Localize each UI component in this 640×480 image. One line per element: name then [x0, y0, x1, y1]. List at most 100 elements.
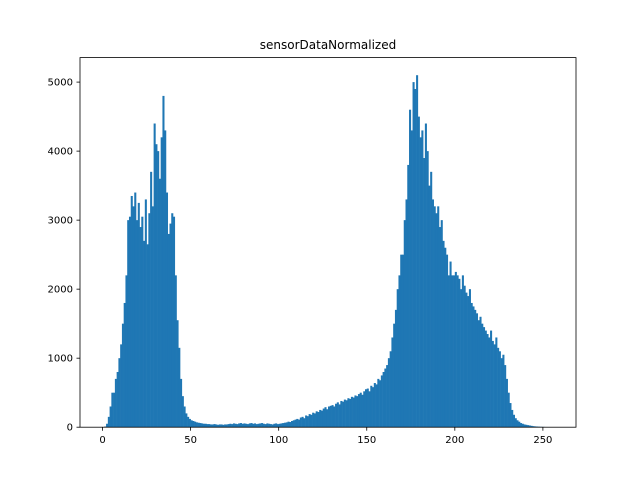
bar	[479, 316, 482, 428]
bar	[227, 424, 230, 428]
bar	[345, 400, 348, 428]
bar	[257, 423, 260, 428]
bar	[525, 424, 528, 428]
bar	[387, 358, 390, 428]
bar	[534, 426, 537, 428]
bar	[340, 400, 343, 428]
bar	[424, 123, 427, 428]
y-tick-label: 2000	[48, 285, 73, 296]
x-tick-label: 200	[445, 435, 464, 446]
bar	[331, 405, 334, 428]
bar	[514, 418, 517, 428]
bar	[347, 398, 350, 428]
bar	[180, 378, 183, 428]
bar	[222, 424, 225, 428]
bar	[144, 199, 147, 428]
bar	[185, 413, 188, 428]
bar	[107, 416, 110, 428]
bar	[111, 392, 114, 428]
bar	[516, 420, 519, 428]
bar	[195, 422, 198, 428]
x-tick-label: 250	[533, 435, 552, 446]
bar	[447, 275, 450, 428]
bar	[435, 213, 438, 428]
bar	[504, 365, 507, 428]
bar	[465, 292, 468, 428]
bar	[453, 275, 456, 428]
bar	[106, 423, 109, 428]
bar	[446, 254, 449, 428]
x-tick-label: 50	[184, 435, 197, 446]
bar	[430, 171, 433, 428]
bar	[500, 358, 503, 428]
bar	[421, 130, 424, 428]
bar	[428, 185, 431, 428]
bar	[116, 371, 119, 428]
bar	[239, 423, 242, 428]
bar	[326, 409, 329, 428]
bar	[238, 423, 241, 428]
bar	[401, 254, 405, 428]
bar	[410, 130, 413, 428]
bar	[407, 164, 410, 428]
x-tick-label: 100	[269, 435, 288, 446]
bar	[412, 82, 415, 428]
bar	[368, 391, 371, 428]
y-tick-label: 0	[67, 423, 73, 434]
bar	[391, 337, 394, 428]
bar	[440, 220, 443, 428]
bar	[158, 178, 161, 428]
bar	[292, 420, 295, 428]
bar	[204, 423, 207, 428]
bar	[261, 423, 264, 428]
bar	[109, 406, 112, 428]
bar	[460, 289, 463, 428]
bar	[377, 378, 380, 428]
bar	[442, 240, 445, 428]
bar	[518, 421, 521, 428]
bar	[234, 423, 237, 428]
bar	[405, 199, 408, 428]
bar	[384, 368, 387, 428]
bar	[511, 409, 514, 428]
bar	[400, 254, 403, 428]
bar	[266, 423, 269, 428]
bar	[423, 158, 426, 428]
bar	[248, 423, 251, 428]
bar	[488, 337, 491, 428]
bar	[268, 423, 271, 428]
bar	[143, 240, 146, 428]
bar	[380, 375, 383, 428]
bar	[414, 89, 417, 428]
bar	[507, 392, 510, 428]
bar	[484, 330, 487, 428]
bar	[174, 275, 177, 428]
bar	[285, 422, 288, 428]
bar	[356, 396, 359, 428]
bar	[393, 323, 396, 428]
bar	[301, 416, 304, 428]
bar	[523, 424, 526, 428]
bar	[322, 408, 325, 428]
bar	[521, 423, 524, 428]
x-tick-label: 0	[99, 435, 105, 446]
y-tick-label: 5000	[48, 78, 73, 89]
bar	[215, 424, 218, 428]
bar	[208, 424, 211, 428]
bar	[151, 206, 154, 428]
bar	[389, 351, 392, 428]
bar	[278, 423, 281, 428]
y-tick-label: 4000	[48, 147, 73, 158]
bar	[382, 371, 385, 428]
bar	[364, 389, 368, 428]
bar	[187, 416, 190, 428]
axes-frame	[79, 57, 577, 428]
bar	[176, 320, 179, 428]
bar	[333, 406, 336, 428]
bar	[498, 351, 501, 428]
bar	[386, 365, 389, 428]
bar	[209, 424, 213, 428]
bar	[505, 378, 508, 428]
bar	[254, 423, 257, 428]
bar	[502, 354, 505, 428]
